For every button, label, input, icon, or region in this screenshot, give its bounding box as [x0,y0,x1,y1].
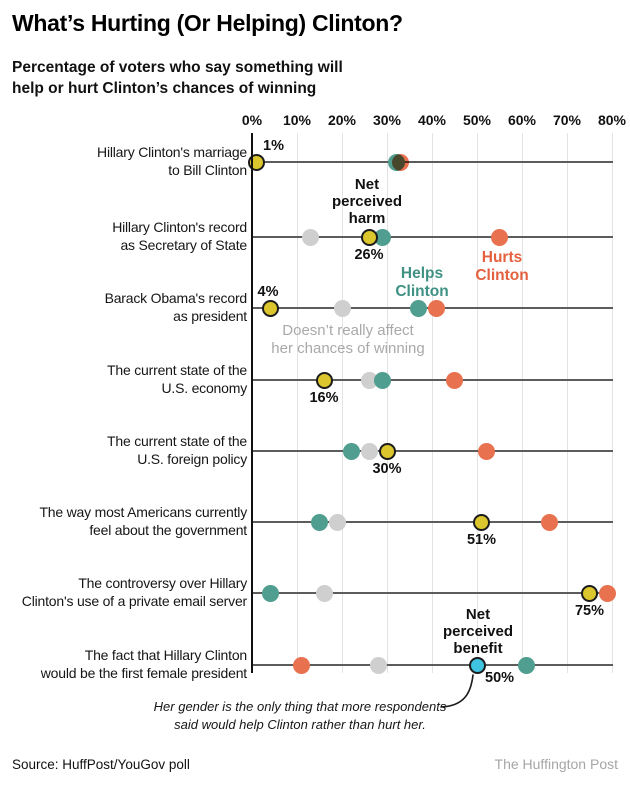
net-value-label: 1% [263,138,284,154]
row-label: The current state of the U.S. foreign po… [107,433,247,467]
grid-line [476,133,478,673]
row-line [252,161,613,163]
grid-line [431,133,433,673]
dot-hurts [477,442,495,460]
dot-helps [410,299,427,317]
net-value-label: 16% [309,390,339,406]
net-perceived-harm-label: Net perceived harm [331,176,403,227]
dot-helps [518,656,535,674]
grid-line [386,133,388,673]
grid-line [611,133,613,673]
dot-neutral [360,442,378,460]
row-label: The fact that Hillary Clinton would be t… [40,647,247,681]
dot-net-harm [378,442,396,460]
dot-hurts [491,228,508,246]
net-value-label: 75% [574,603,605,619]
axis-tick-label: 20% [327,112,357,128]
row-label: Hillary Clinton's marriage to Bill Clint… [97,144,247,178]
row-label: Barack Obama's record as president [104,290,248,324]
dot-helps [374,228,391,246]
row-label: The current state of the U.S. economy [107,362,247,396]
helps-clinton-label: Helps Clinton [395,265,449,300]
row-line [252,592,613,594]
publisher-credit: The Huffington Post [494,756,618,772]
row-label: The way most Americans currently feel ab… [39,504,247,538]
dot-net-harm [261,299,279,317]
axis-tick-label: 0% [241,112,263,128]
row-line [252,236,613,238]
row-line [252,521,613,523]
net-value-label: 4% [257,284,279,300]
dot-neutral [369,656,387,674]
axis-tick-label: 60% [507,112,537,128]
dot-helps [311,513,328,531]
net-value-label: 51% [466,532,497,548]
row-label: The controversy over Hillary Clinton's u… [21,575,247,609]
dot-net-harm [581,584,598,602]
dot-net-harm [315,371,333,389]
net-value-label: 26% [354,247,384,263]
dot-helps [342,442,360,460]
row-line [252,664,613,666]
grid-line [566,133,568,673]
axis-tick-label: 10% [282,112,312,128]
source-credit: Source: HuffPost/YouGov poll [12,757,190,772]
grid-line [296,133,298,673]
dot-hurts [446,371,463,389]
dot-hurts [540,513,558,531]
chart-subtitle: Percentage of voters who say something w… [12,59,343,97]
dot-neutral [360,371,378,389]
net-perceived-benefit-label: Net perceived benefit [442,606,514,657]
dot-neutral [315,584,333,602]
dot-net-benefit [468,656,486,674]
dot-hurts [428,299,445,317]
y-axis-line [251,133,253,673]
dot-net-harm [360,228,378,246]
axis-tick-label: 50% [462,112,492,128]
axis-tick-label: 30% [372,112,402,128]
dot-neutral [302,228,319,246]
doesnt-affect-label: Doesn’t really affect her chances of win… [271,322,425,357]
dot-net-harm [473,513,490,531]
row-line [252,450,613,452]
dot-neutral [333,299,351,317]
dot-hurts [599,584,616,602]
row-line [252,379,613,381]
dot-helps [374,371,391,389]
dot-neutral [329,513,346,531]
hurts-clinton-label: Hurts Clinton [475,249,529,284]
dot-hurts [293,656,310,674]
page-title: What’s Hurting (Or Helping) Clinton? [12,10,403,36]
annotation-connector-line [440,674,474,708]
net-value-label: 30% [372,461,402,477]
axis-tick-label: 70% [552,112,582,128]
net-value-label: 50% [485,670,515,686]
grid-line [341,133,343,673]
dot-helps [261,584,279,602]
axis-tick-label: 40% [417,112,447,128]
axis-tick-label: 80% [597,112,627,128]
grid-line [521,133,523,673]
gender-annotation: Her gender is the only thing that more r… [153,699,447,732]
row-label: Hillary Clinton's record as Secretary of… [112,219,247,253]
dot-hurts [392,153,409,171]
